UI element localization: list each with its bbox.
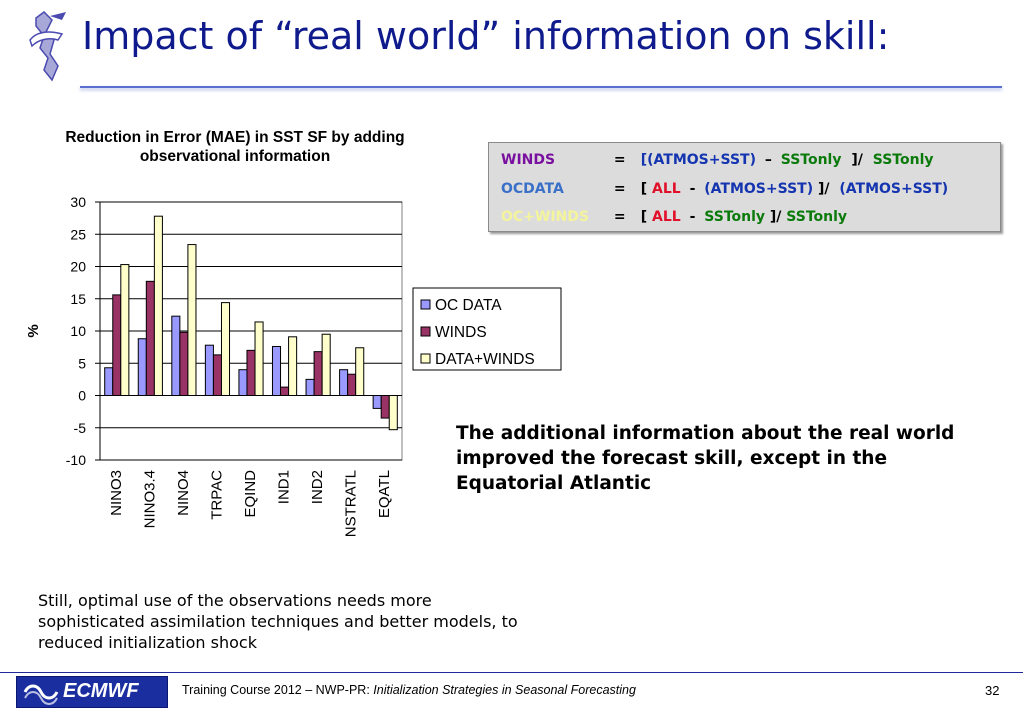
formula-ocwinds-eq: = [613, 209, 626, 225]
formula-winds: WINDS = [(ATMOS+SST) – SSTonly ]/ SSTonl… [501, 152, 934, 168]
formula-ocwinds-label: OC+WINDS [501, 209, 589, 225]
bar-oc-data [171, 315, 181, 396]
formula-ocdata-eq: = [613, 181, 626, 197]
bar-oc-data [271, 345, 282, 396]
note-text: Still, optimal use of the observations n… [38, 591, 518, 652]
y-tick-label: 15 [70, 291, 86, 307]
x-tick-label: EQATL [376, 470, 393, 518]
formula-winds-label: WINDS [501, 152, 556, 168]
bar-data-winds [187, 244, 197, 396]
bar-winds [280, 386, 290, 397]
formula-ocdata-bracket: [ [640, 181, 648, 197]
bar-chart: 30 25 20 15 10 5 0 -5 -10% NINO3 NINO3.4 NINO4 TRPAC… [25, 194, 562, 537]
formula-ocwinds-bracket: [ [640, 209, 648, 225]
formula-winds-eq: = [613, 152, 626, 168]
formula-ocdata: OCDATA = [ ALL - (ATMOS+SST) ]/ (ATMOS+S… [501, 181, 948, 197]
bar-data-winds [254, 321, 264, 396]
y-tick-label: -10 [66, 452, 86, 468]
x-tick-label: NSTRATL [343, 470, 360, 537]
legend-label: DATA+WINDS [435, 351, 535, 368]
bar-data-winds [220, 302, 231, 396]
y-tick-label: 20 [70, 259, 86, 275]
bar-winds [179, 331, 189, 396]
y-axis-label: % [25, 324, 42, 337]
bar-data-winds [355, 347, 365, 397]
x-tick-label: IND2 [309, 470, 326, 504]
y-tick-label: 0 [78, 388, 86, 404]
formula-box: WINDS = [(ATMOS+SST) – SSTonly ]/ SSTonl… [488, 142, 1001, 232]
bar-data-winds [288, 336, 298, 396]
formula-winds-op: – [764, 152, 772, 168]
y-tick-label: 10 [70, 323, 86, 339]
title-divider [80, 86, 1002, 88]
formula-ocwinds-term3: SSTonly [786, 209, 848, 225]
bar-data-winds [388, 395, 398, 431]
formula-ocdata-term3: (ATMOS+SST) [839, 181, 949, 197]
ecmwf-footer-logo: ECMWF [16, 676, 168, 708]
formula-ocwinds-term1: ALL [652, 209, 681, 225]
formula-ocdata-div: ]/ [817, 181, 830, 197]
footer-course-text: Training Course 2012 – NWP-PR: Initializ… [182, 683, 636, 697]
bar-winds [347, 373, 357, 396]
formula-ocwinds-term2: SSTonly [704, 209, 766, 225]
y-tick-label: 30 [70, 194, 86, 210]
ecmwf-swirl-logo-icon [29, 11, 66, 82]
y-tick-label: 5 [78, 355, 86, 371]
x-tick-label: NINO3.4 [141, 470, 158, 528]
legend-swatch [420, 326, 431, 337]
bar-oc-data [137, 338, 147, 397]
formula-winds-term1: [(ATMOS+SST) [640, 152, 756, 168]
page-number: 32 [985, 683, 1000, 698]
conclusion-text: The additional information about the rea… [456, 423, 955, 494]
x-tick-label: NINO3 [108, 470, 125, 516]
legend-label: WINDS [435, 324, 487, 341]
ecmwf-logo-text: ECMWF [63, 680, 139, 702]
bar-winds [212, 354, 222, 397]
legend-box [412, 287, 562, 371]
bar-winds [112, 294, 122, 396]
formula-ocwinds: OC+WINDS = [ ALL - SSTonly ]/ SSTonly [501, 209, 847, 225]
x-tick-label: IND1 [276, 470, 293, 504]
y-tick-label: -5 [74, 420, 87, 436]
bar-oc-data [305, 378, 315, 396]
bar-oc-data [372, 395, 382, 409]
formula-ocwinds-div: ]/ [769, 209, 782, 225]
chart-title: Reduction in Error (MAE) in SST SF by ad… [65, 129, 405, 165]
formula-ocdata-term2: (ATMOS+SST) [704, 181, 814, 197]
bar-data-winds [153, 215, 163, 396]
bar-oc-data [339, 369, 349, 396]
ecmwf-wave-icon [23, 684, 59, 705]
legend-swatch [420, 353, 431, 364]
formula-winds-term2: SSTonly [780, 152, 842, 168]
legend-swatch [420, 299, 431, 310]
bar-winds [145, 280, 155, 396]
x-tick-label: EQIND [242, 470, 259, 518]
bar-winds [246, 349, 256, 397]
formula-winds-div: ]/ [851, 152, 863, 168]
bar-data-winds [120, 264, 130, 396]
bar-oc-data [104, 367, 114, 396]
formula-ocwinds-op: - [689, 209, 696, 225]
formula-winds-term3: SSTonly [872, 152, 934, 168]
footer-course: Training Course 2012 – NWP-PR: [182, 683, 374, 697]
x-tick-label: NINO4 [175, 470, 192, 516]
bar-winds [380, 395, 390, 419]
footer-topic: Initialization Strategies in Seasonal Fo… [373, 683, 636, 697]
bar-oc-data [238, 369, 248, 396]
bar-winds [313, 351, 323, 396]
bar-oc-data [204, 344, 214, 397]
formula-ocdata-term1: ALL [652, 181, 681, 197]
formula-ocdata-op: - [689, 181, 696, 197]
x-tick-label: TRPAC [208, 470, 225, 520]
footer-divider [0, 672, 1023, 673]
formula-ocdata-label: OCDATA [501, 181, 564, 197]
legend-label: OC DATA [435, 297, 502, 314]
slide-title: Impact of “real world” information on sk… [82, 14, 890, 58]
bar-data-winds [321, 333, 331, 397]
y-tick-label: 25 [70, 226, 86, 242]
